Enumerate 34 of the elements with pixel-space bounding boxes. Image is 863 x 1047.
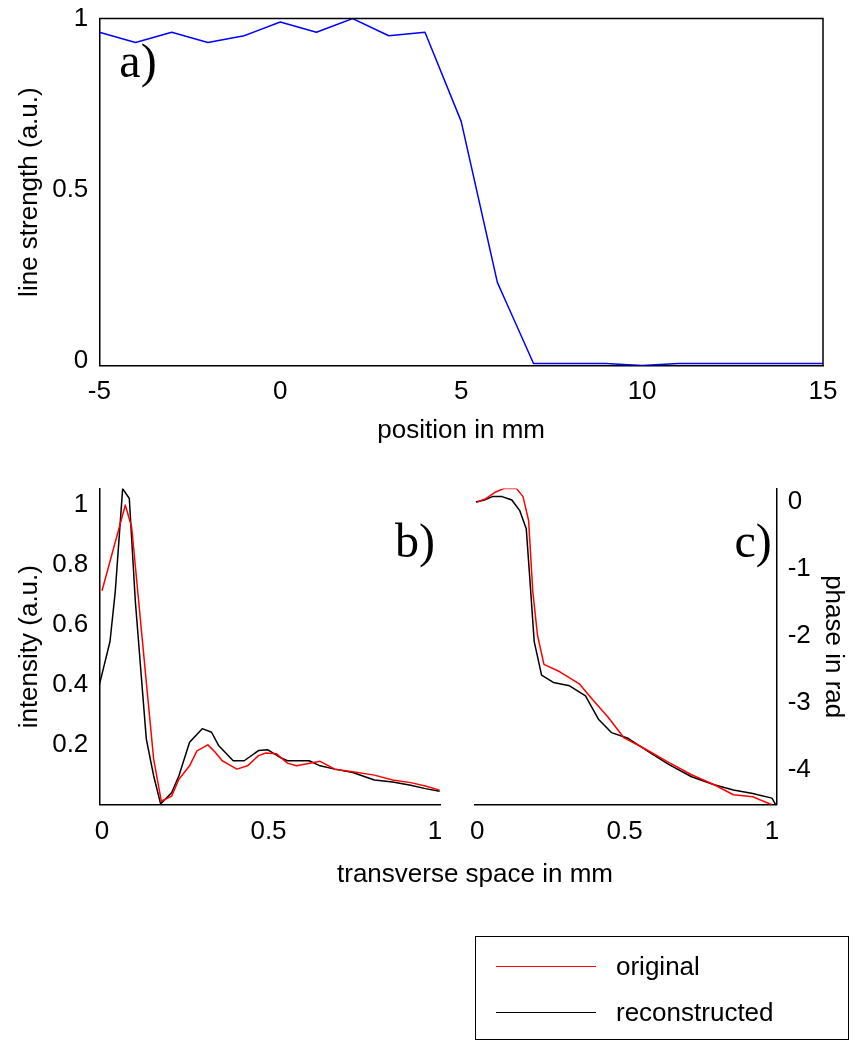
- legend-label: reconstructed: [616, 997, 774, 1028]
- x-axis-title: position in mm: [377, 413, 545, 444]
- annotation: b): [395, 513, 435, 568]
- y-tick-label: 0.2: [52, 728, 89, 759]
- x-tick-label: -5: [87, 375, 111, 406]
- x-tick-label: 0: [470, 814, 485, 845]
- x-axis-title: transverse space in mm: [337, 858, 613, 889]
- y2-tick-label: -3: [787, 685, 811, 716]
- y-axis-title: line strength (a.u.): [12, 87, 43, 297]
- y2-tick-label: -2: [787, 618, 811, 649]
- y2-tick-label: -4: [787, 752, 811, 783]
- x-tick-label: 1: [764, 814, 780, 845]
- annotation: a): [119, 33, 157, 88]
- y-tick-label: 0.5: [52, 173, 89, 204]
- y-tick-label: 0: [73, 344, 89, 375]
- x-tick-label: 5: [453, 375, 469, 406]
- x-tick-label: 10: [627, 375, 657, 406]
- x-tick-label: 0: [94, 814, 110, 845]
- y-tick-label: 1: [73, 1, 89, 32]
- y2-tick-label: 0: [787, 485, 803, 516]
- x-tick-label: 15: [808, 375, 838, 406]
- x-tick-label: 0.5: [250, 814, 287, 845]
- y2-tick-label: -1: [787, 551, 811, 582]
- y2-axis-title: phase in rad: [820, 575, 851, 719]
- y-axis-title: intensity (a.u.): [12, 565, 43, 729]
- x-tick-label: 1: [427, 814, 443, 845]
- legend-label: original: [616, 951, 700, 982]
- annotation: c): [734, 513, 772, 568]
- x-tick-label: 0: [273, 375, 288, 406]
- x-tick-label: 0.5: [606, 814, 643, 845]
- y-tick-label: 0.6: [52, 608, 89, 639]
- y-tick-label: 1: [73, 488, 89, 519]
- y-tick-label: 0.8: [52, 548, 89, 579]
- y-tick-label: 0.4: [52, 668, 89, 699]
